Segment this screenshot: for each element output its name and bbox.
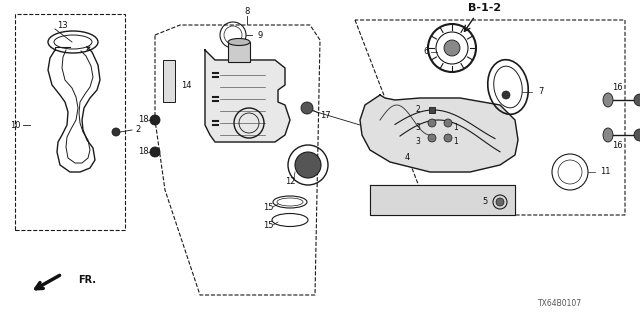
Ellipse shape <box>603 93 613 107</box>
Circle shape <box>150 147 160 157</box>
Circle shape <box>112 128 120 136</box>
Text: 2: 2 <box>415 106 420 115</box>
Circle shape <box>444 119 452 127</box>
Text: 6: 6 <box>423 47 429 57</box>
Text: 3: 3 <box>415 123 420 132</box>
Text: 12: 12 <box>285 178 295 187</box>
Circle shape <box>444 40 460 56</box>
Circle shape <box>444 134 452 142</box>
Polygon shape <box>205 50 290 142</box>
Text: 14: 14 <box>181 81 191 90</box>
Text: 18: 18 <box>138 116 148 124</box>
Circle shape <box>496 198 504 206</box>
Text: 4: 4 <box>404 154 410 163</box>
Circle shape <box>634 94 640 106</box>
Text: 11: 11 <box>600 167 611 177</box>
Circle shape <box>428 134 436 142</box>
Circle shape <box>295 152 321 178</box>
Bar <box>429 107 435 113</box>
Bar <box>163 60 175 102</box>
Circle shape <box>502 91 510 99</box>
Text: 15: 15 <box>263 204 273 212</box>
Text: 18: 18 <box>138 148 148 156</box>
Polygon shape <box>370 185 515 215</box>
Text: 1: 1 <box>454 138 458 147</box>
Text: 8: 8 <box>244 7 250 17</box>
Text: 3: 3 <box>415 138 420 147</box>
Bar <box>228 42 250 62</box>
Circle shape <box>634 129 640 141</box>
Text: 7: 7 <box>538 87 543 97</box>
Text: 13: 13 <box>57 20 67 29</box>
Text: 16: 16 <box>612 141 622 150</box>
Text: B-1-2: B-1-2 <box>468 3 502 13</box>
Circle shape <box>428 119 436 127</box>
Text: 1: 1 <box>454 123 458 132</box>
Text: 10: 10 <box>10 121 20 130</box>
Text: 17: 17 <box>320 110 331 119</box>
Text: 2: 2 <box>136 125 141 134</box>
Text: 5: 5 <box>483 197 488 206</box>
Circle shape <box>301 102 313 114</box>
Text: 15: 15 <box>263 221 273 230</box>
Circle shape <box>150 115 160 125</box>
Text: 16: 16 <box>612 84 622 92</box>
Text: TX64B0107: TX64B0107 <box>538 300 582 308</box>
Text: FR.: FR. <box>78 275 96 285</box>
Ellipse shape <box>228 38 250 45</box>
Text: 9: 9 <box>257 30 262 39</box>
Bar <box>15 14 125 230</box>
Polygon shape <box>360 95 518 172</box>
Ellipse shape <box>603 128 613 142</box>
